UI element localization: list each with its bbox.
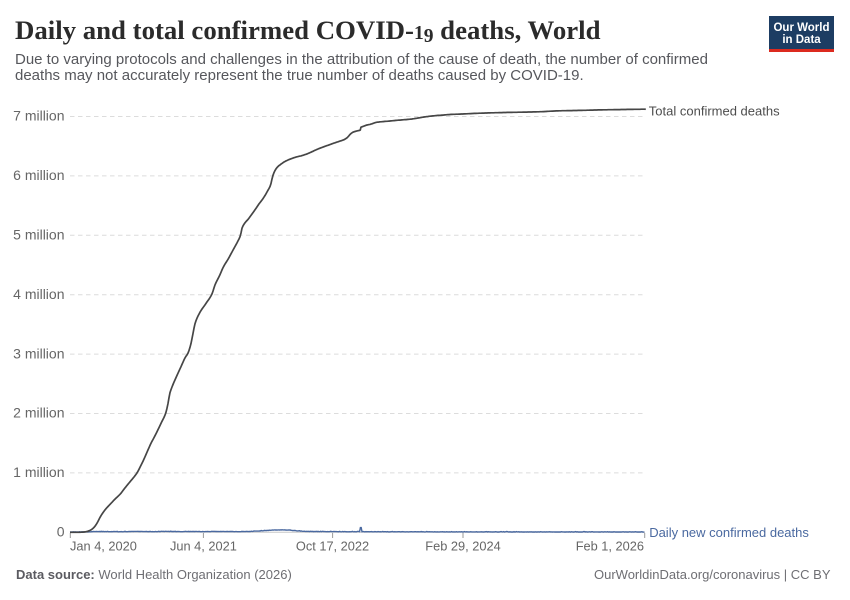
- svg-text:Jun 4, 2021: Jun 4, 2021: [170, 538, 237, 553]
- svg-text:Total confirmed deaths: Total confirmed deaths: [649, 104, 780, 119]
- svg-text:0: 0: [57, 524, 65, 540]
- svg-text:7 million: 7 million: [13, 108, 64, 124]
- svg-text:3 million: 3 million: [13, 345, 64, 361]
- svg-text:Jan 4, 2020: Jan 4, 2020: [70, 538, 137, 553]
- svg-text:Feb 1, 2026: Feb 1, 2026: [576, 538, 644, 553]
- svg-text:Daily new confirmed deaths: Daily new confirmed deaths: [649, 525, 809, 540]
- svg-text:1 million: 1 million: [13, 464, 64, 480]
- svg-text:2 million: 2 million: [13, 405, 64, 421]
- svg-text:4 million: 4 million: [13, 286, 64, 302]
- svg-text:Oct 17, 2022: Oct 17, 2022: [296, 538, 369, 553]
- svg-text:5 million: 5 million: [13, 227, 64, 243]
- svg-text:6 million: 6 million: [13, 167, 64, 183]
- svg-text:Feb 29, 2024: Feb 29, 2024: [425, 538, 500, 553]
